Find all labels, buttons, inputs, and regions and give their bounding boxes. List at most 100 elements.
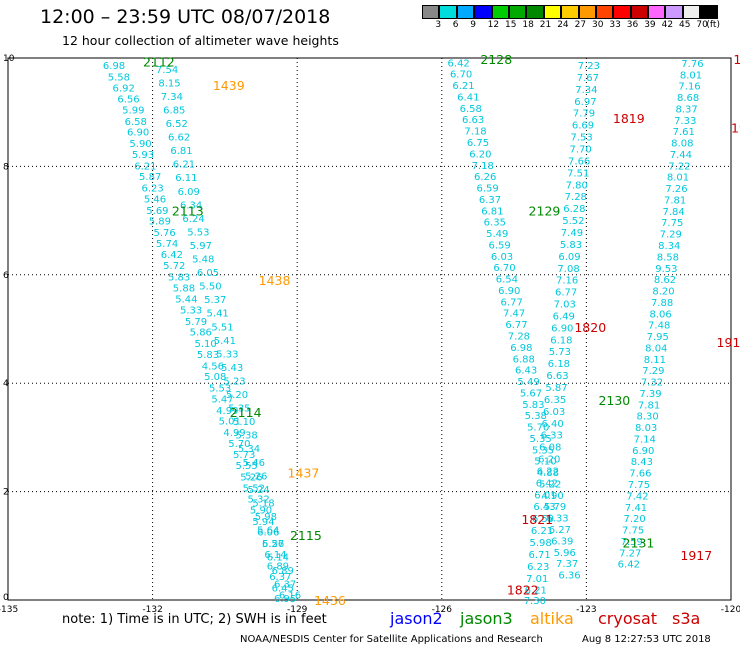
swh-value: 7.33 (674, 116, 696, 127)
swh-value: 8.11 (644, 355, 666, 366)
color-bar-label: 15 (505, 20, 517, 30)
swh-value: 6.22 (537, 466, 559, 477)
pass-label: 2112 (143, 54, 175, 69)
swh-value: 6.62 (168, 133, 190, 144)
swh-value: 5.35 (228, 404, 250, 415)
swh-value: 5.98 (529, 538, 551, 549)
swh-value: 5.83 (522, 400, 544, 411)
swh-value: 5.48 (192, 255, 214, 266)
swh-value: 6.21 (134, 161, 156, 172)
color-bar-swatch (595, 5, 614, 19)
swh-value: 5.33 (216, 349, 238, 360)
pass-label: 1438 (259, 273, 291, 288)
swh-value: 6.75 (467, 138, 489, 149)
swh-value: 5.79 (544, 502, 566, 513)
color-bar-label: 24 (557, 20, 569, 30)
swh-value: 6.42 (618, 560, 640, 571)
swh-value: 7.48 (648, 321, 670, 332)
pass-label: 2114 (230, 405, 262, 420)
color-bar-swatch (491, 5, 509, 19)
pass-label: 1437 (288, 466, 320, 481)
swh-value: 7.66 (629, 469, 651, 480)
swh-value: 7.95 (647, 332, 669, 343)
swh-value: 7.88 (651, 298, 673, 309)
swh-value: 7.79 (573, 109, 595, 120)
color-bar (422, 5, 718, 19)
swh-value: 5.52 (243, 483, 265, 494)
swh-value: 7.47 (503, 309, 525, 320)
swh-value: 6.11 (175, 173, 197, 184)
swh-value: 7.41 (625, 503, 647, 514)
swh-value: 6.06 (257, 528, 279, 539)
swh-value: 6.34 (180, 200, 202, 211)
map-frame (7, 57, 732, 601)
color-bar-swatch (474, 5, 492, 19)
swh-value: 7.20 (623, 514, 645, 525)
swh-value: 7.80 (566, 180, 588, 191)
swh-value: 6.27 (549, 525, 571, 536)
swh-value: 8.58 (657, 252, 679, 263)
swh-value: 5.41 (214, 336, 236, 347)
swh-value: 7.51 (567, 168, 589, 179)
swh-value: 4.90 (542, 491, 564, 502)
color-bar-label: 18 (522, 20, 534, 30)
swh-value: 7.14 (634, 434, 656, 445)
swh-value: 6.01 (534, 490, 556, 501)
swh-value: 8.68 (677, 93, 699, 104)
color-bar-label: 45 (679, 20, 691, 30)
map-subtitle: 12 hour collection of altimeter wave hei… (62, 33, 339, 48)
swh-value: 7.26 (665, 184, 687, 195)
swh-value: 7.70 (569, 145, 591, 156)
map-title: 12:00 – 23:59 UTC 08/07/2018 (40, 6, 331, 28)
x-tick-label: -132 (142, 605, 162, 615)
pass-label: 2129 (529, 203, 561, 218)
swh-value: 6.03 (543, 407, 565, 418)
swh-value: 5.72 (163, 261, 185, 272)
swh-value: 7.75 (628, 480, 650, 491)
color-bar-swatch (665, 5, 683, 19)
legend-s3a: s3a (672, 609, 701, 628)
swh-value: 6.88 (513, 354, 535, 365)
swh-value: 4.99 (223, 428, 245, 439)
swh-value: 6.95 (274, 594, 296, 605)
swh-value: 6.36 (558, 571, 580, 582)
color-bar-swatch (561, 5, 579, 19)
color-bar-swatch (648, 5, 666, 19)
swh-value: 6.27 (262, 539, 284, 550)
swh-value: 7.29 (642, 366, 664, 377)
color-bar-swatch (613, 5, 631, 19)
color-bar-label: 6 (452, 20, 459, 30)
x-tick-label: -129 (287, 605, 308, 615)
swh-value: 6.49 (553, 311, 575, 322)
swh-value: 6.21 (173, 160, 195, 171)
footer-note: note: 1) Time is in UTC; 2) SWH is in fe… (62, 612, 327, 627)
swh-value: 6.43 (533, 502, 555, 513)
swh-value: 6.90 (551, 323, 573, 334)
swh-value: 7.30 (524, 596, 546, 607)
pass-label: 2130 (598, 393, 630, 408)
swh-value: 4.56 (202, 361, 224, 372)
swh-value: 6.21 (525, 586, 547, 597)
x-tick-label: -120 (721, 605, 740, 615)
swh-value: 5.51 (211, 322, 233, 333)
color-bar-label: 70 (696, 20, 708, 30)
pass-label: 1822 (507, 583, 539, 598)
swh-value: 6.89 (267, 561, 289, 572)
swh-value: 5.90 (250, 505, 272, 516)
pass-label: 2115 (290, 528, 322, 543)
swh-value: 6.71 (529, 550, 551, 561)
swh-value: 6.18 (550, 335, 572, 346)
swh-value: 6.77 (501, 297, 523, 308)
swh-value: 5.35 (532, 445, 554, 456)
swh-value: 7.16 (556, 276, 578, 287)
swh-value: 6.90 (498, 286, 520, 297)
color-bar-swatch (456, 5, 475, 19)
legend-altika: altika (530, 609, 574, 628)
swh-value: 6.41 (457, 92, 479, 103)
swh-value: 7.23 (578, 61, 600, 72)
swh-value: 7.18 (472, 161, 494, 172)
swh-value: 6.16 (279, 591, 301, 602)
swh-value: 6.33 (541, 431, 563, 442)
pass-label: 1439 (213, 78, 245, 93)
